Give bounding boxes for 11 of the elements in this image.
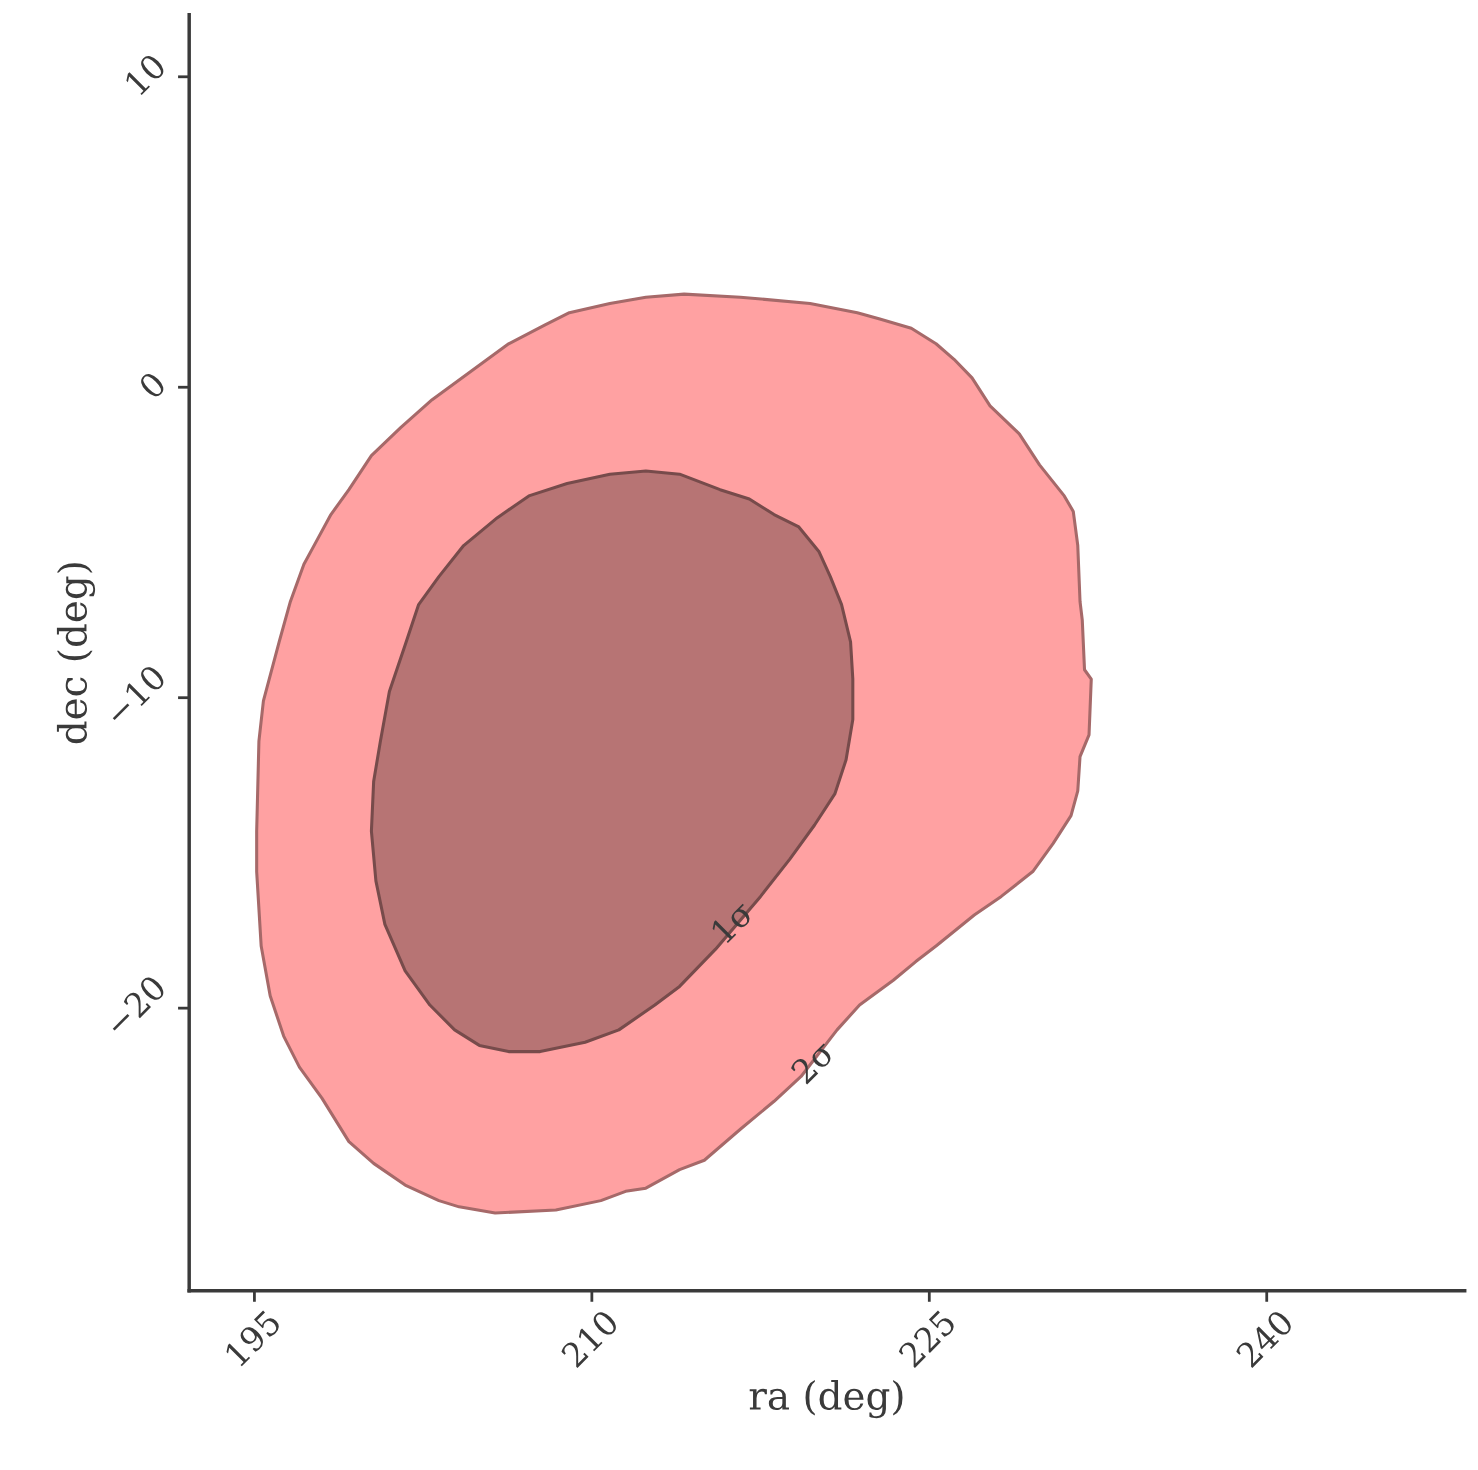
y-tick-label: −20 — [103, 973, 168, 1038]
x-tick-label: 195 — [223, 1308, 282, 1367]
annotation: 2σ — [789, 1038, 837, 1085]
y-tick-label: 10 — [123, 52, 168, 96]
annotation: 1σ — [709, 898, 756, 944]
x-axis-title: ra (deg) — [749, 1379, 903, 1419]
y-tick-label: 0 — [137, 370, 168, 401]
x-tick-label: 210 — [559, 1308, 620, 1369]
y-axis-title: dec (deg) — [56, 563, 96, 744]
x-tick-label: 240 — [1234, 1308, 1295, 1369]
y-tick-label: −10 — [103, 663, 168, 727]
